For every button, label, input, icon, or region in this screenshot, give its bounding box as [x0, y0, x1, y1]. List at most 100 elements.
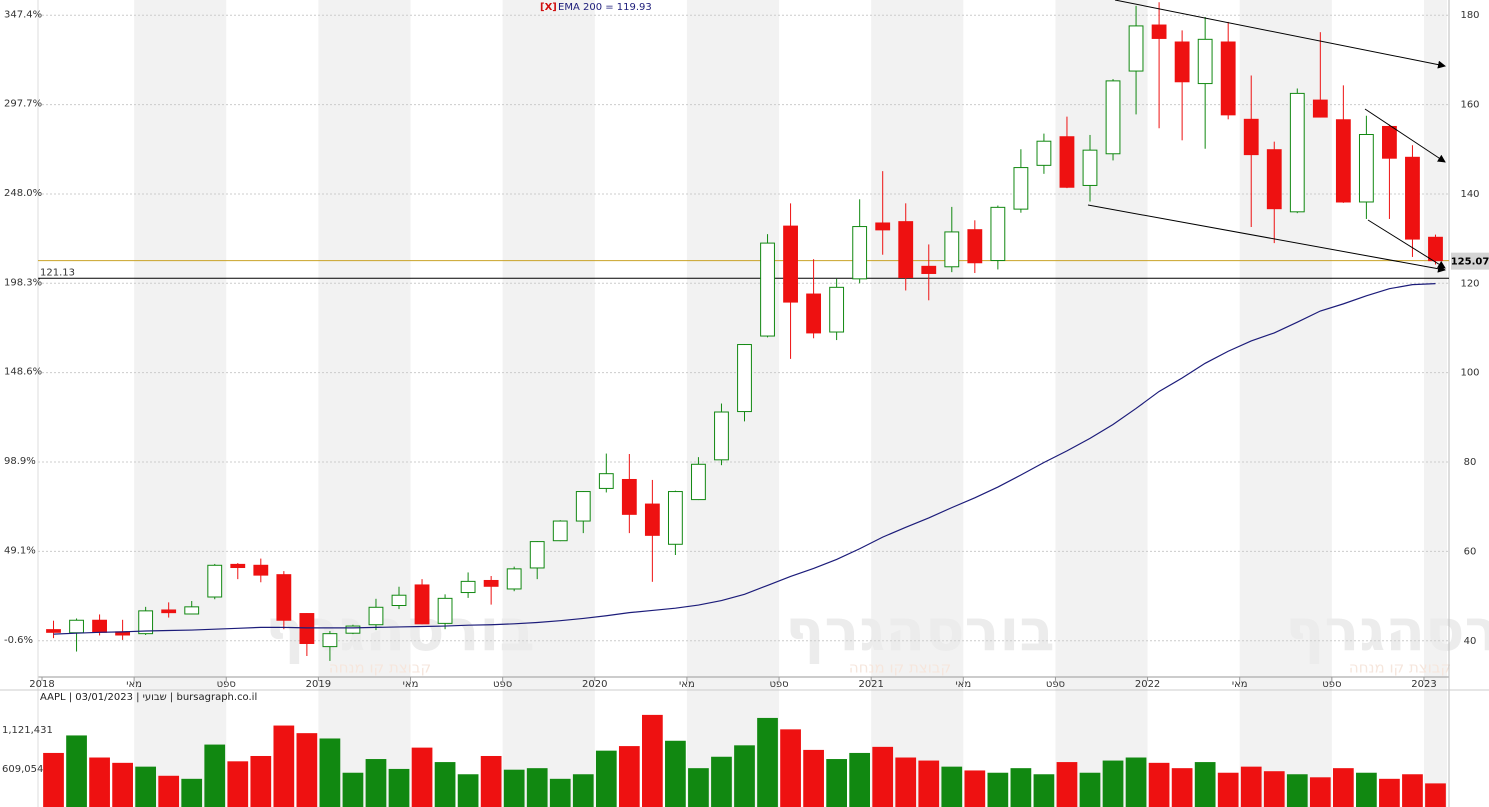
candle-body: [506, 568, 522, 590]
volume-bar: [1079, 772, 1101, 807]
volume-bar: [918, 760, 940, 807]
x-tick-label: ספט: [769, 679, 788, 690]
candle-body: [1174, 41, 1190, 83]
band: [318, 0, 411, 807]
candle-body: [829, 286, 845, 333]
candle-body: [1335, 119, 1351, 203]
y-tick-label: 80: [1464, 457, 1477, 468]
candle-body: [1220, 41, 1236, 116]
x-tick-label: ספט: [1046, 679, 1065, 690]
volume-bar: [273, 725, 295, 807]
candle-body: [760, 242, 775, 337]
candle-body: [1151, 24, 1167, 39]
candle-body: [944, 231, 960, 268]
candle-body: [667, 491, 683, 545]
candle-body: [1036, 140, 1052, 166]
candle-body: [852, 226, 868, 280]
volume-bar: [688, 768, 709, 807]
volume-bar: [342, 772, 364, 807]
volume-bar: [89, 757, 110, 807]
candle-body: [691, 463, 706, 501]
x-tick-label: ספט: [1322, 679, 1341, 690]
indicator-close[interactable]: [X]: [540, 2, 557, 13]
volume-bar: [112, 762, 133, 807]
volume-bar: [181, 778, 203, 807]
volume-bar: [595, 750, 617, 807]
volume-bar: [503, 769, 525, 807]
y2-tick-label: 347.4%: [4, 9, 42, 20]
volume-tick-label: 1,121,431: [2, 725, 53, 736]
watermark: בורסהגרף: [1285, 596, 1489, 664]
candle-body: [1197, 38, 1213, 85]
candle-body: [898, 221, 914, 279]
x-tick-label: 2023: [1411, 679, 1436, 690]
indicator-label: EMA 200 = 119.93: [558, 2, 652, 13]
volume-bar: [1263, 771, 1285, 807]
volume-bar: [365, 759, 387, 807]
volume-bar: [780, 729, 801, 807]
x-tick-label: מאי: [403, 679, 419, 690]
volume-bar: [895, 757, 917, 807]
x-tick-label: מאי: [679, 679, 695, 690]
candle-body: [46, 629, 61, 633]
volume-bar: [1309, 777, 1331, 807]
volume-bar: [1356, 772, 1377, 807]
band: [1055, 0, 1148, 807]
x-tick-label: מאי: [1232, 679, 1248, 690]
candle-body: [1013, 167, 1029, 210]
volume-bar: [1194, 762, 1216, 807]
volume-bar: [411, 747, 433, 807]
volume-bar: [618, 746, 640, 807]
x-tick-label: 2022: [1135, 679, 1160, 690]
candle-body: [230, 563, 246, 569]
y2-tick-label: 297.7%: [4, 99, 42, 110]
band: [871, 0, 964, 807]
trend-line: [1114, 0, 1446, 69]
watermark-sub: קבוצת קו מנחה: [849, 659, 951, 677]
volume-bar: [1425, 783, 1446, 807]
volume-bar: [803, 749, 824, 807]
volume-bar: [1379, 778, 1400, 807]
candle-body: [184, 606, 200, 615]
candle-body: [621, 478, 637, 515]
volume-bar: [158, 775, 180, 807]
volume-bar: [457, 774, 479, 807]
y2-tick-label: 148.6%: [4, 367, 42, 378]
y2-tick-label: 98.9%: [4, 456, 36, 467]
candle-body: [368, 606, 384, 626]
candle-body: [575, 491, 591, 522]
y-tick-label: 180: [1460, 10, 1479, 21]
volume-bar: [572, 774, 594, 807]
volume-bar: [526, 768, 548, 807]
y-tick-label: 140: [1460, 189, 1479, 200]
x-tick-label: מאי: [955, 679, 971, 690]
volume-bar: [1286, 774, 1308, 807]
candle-body: [552, 520, 568, 542]
candle-body: [1128, 25, 1144, 72]
watermark: בורסהגרף: [785, 596, 1054, 664]
candle-body: [644, 503, 660, 536]
candle-body: [714, 411, 729, 461]
y-tick-label: 40: [1464, 636, 1477, 647]
watermark-sub: קבוצת קו מנחה: [329, 659, 431, 677]
candle-body: [253, 564, 269, 576]
last-price-box: [1451, 252, 1489, 270]
candle-body: [276, 574, 292, 621]
candle-body: [92, 619, 107, 633]
volume-bar: [642, 714, 663, 807]
candle-body: [1243, 118, 1259, 156]
candle-body: [875, 222, 891, 231]
band: [686, 0, 780, 807]
volume-bar: [1171, 768, 1193, 807]
candle-body: [345, 625, 361, 634]
candle-body: [1405, 156, 1420, 240]
trend-line: [1364, 108, 1446, 163]
volume-bar: [826, 759, 847, 807]
candle-body: [529, 541, 545, 569]
candle-body: [322, 633, 338, 648]
volume-bar: [1217, 772, 1239, 807]
candle-body: [1289, 92, 1305, 213]
volume-bar: [1125, 757, 1147, 807]
